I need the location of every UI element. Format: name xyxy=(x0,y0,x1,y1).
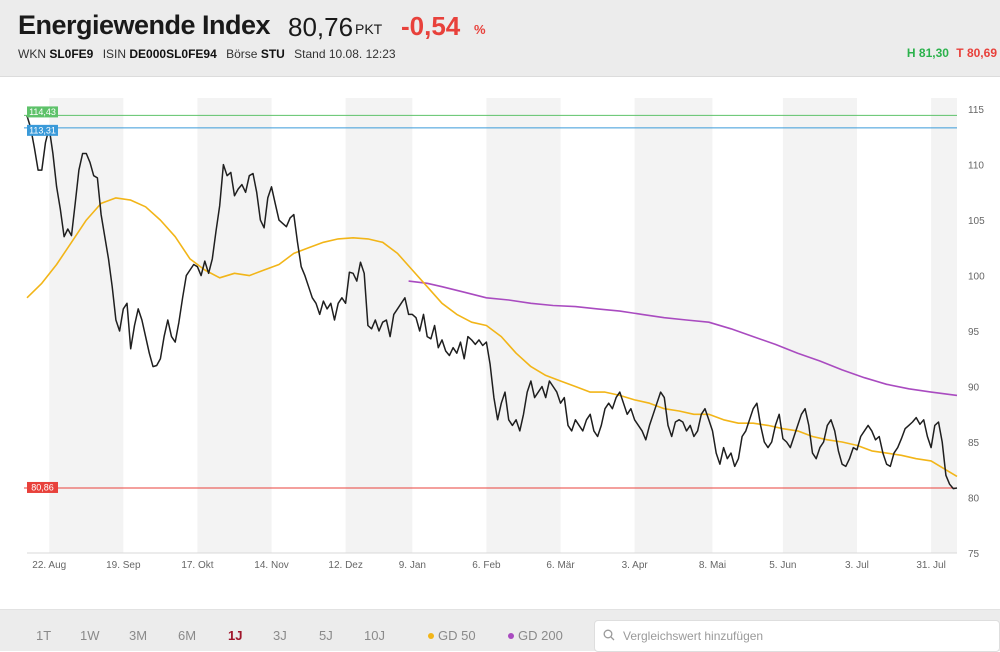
exchange-label: Börse xyxy=(226,47,258,61)
chart-header: Energiewende Index 80,76 PKT -0,54 % WKN… xyxy=(0,0,1000,77)
grid-band xyxy=(931,98,957,553)
timestamp: Stand 10.08. 12:23 xyxy=(294,47,396,61)
range-10j[interactable]: 10J xyxy=(364,628,385,643)
day-low: T 80,69 xyxy=(956,46,997,60)
y-tick-label: 80 xyxy=(968,494,980,505)
price-chart[interactable]: 75 80 85 90 95 100 105 110 115 22. Aug 19. Sep 17. … xyxy=(0,76,1000,609)
gd200-label: GD 200 xyxy=(518,628,563,643)
security-meta: WKN SL0FE9 ISIN DE000SL0FE94 Börse STU S… xyxy=(18,47,396,61)
isin-label: ISIN xyxy=(102,47,127,61)
range-1j[interactable]: 1J xyxy=(228,628,243,643)
page-title: Energiewende Index xyxy=(18,10,271,40)
series-price-line xyxy=(26,115,958,490)
reference-badge xyxy=(27,481,58,493)
gd50-label: GD 50 xyxy=(438,628,476,643)
x-tick-label: 3. Apr xyxy=(622,560,649,571)
grid-band xyxy=(782,98,857,553)
y-tick-label: 110 xyxy=(968,161,984,172)
price-change: -0,54 xyxy=(401,11,461,41)
range-1w[interactable]: 1W xyxy=(80,628,100,643)
gd200-dot-icon xyxy=(508,632,514,639)
range-5j[interactable]: 5J xyxy=(319,628,333,643)
price-change-unit: % xyxy=(474,22,486,37)
x-tick-label: 5. Jun xyxy=(769,560,796,571)
day-range: H 81,30 T 80,69 xyxy=(907,46,997,60)
x-tick-label: 9. Jan xyxy=(399,560,426,571)
x-tick-label: 3. Jul xyxy=(845,560,869,571)
gd50-dot-icon xyxy=(428,632,434,639)
grid-band xyxy=(486,98,561,553)
y-tick-label: 90 xyxy=(968,383,980,394)
reference-label: 114,43 xyxy=(29,107,56,117)
compare-search[interactable] xyxy=(594,620,1000,652)
reference-label: 113,31 xyxy=(29,125,56,135)
grid-band xyxy=(345,98,413,553)
x-tick-label: 6. Feb xyxy=(472,560,501,571)
y-tick-label: 75 xyxy=(968,549,980,560)
reference-badge xyxy=(27,124,58,136)
x-tick-label: 8. Mai xyxy=(699,560,726,571)
x-tick-label: 12. Dez xyxy=(328,560,362,571)
grid-band xyxy=(634,98,713,553)
y-tick-label: 85 xyxy=(968,438,980,449)
compare-search-input[interactable] xyxy=(621,621,995,651)
grid-band xyxy=(197,98,272,553)
range-1t[interactable]: 1T xyxy=(36,628,52,643)
reference-label: 80,86 xyxy=(31,482,54,492)
exchange-value: STU xyxy=(260,47,285,61)
range-3m[interactable]: 3M xyxy=(129,628,148,643)
current-price: 80,76 xyxy=(288,12,354,42)
wkn-value: SL0FE9 xyxy=(49,47,94,61)
series-gd50-line xyxy=(26,197,958,478)
chart-controls: 1T 1W 3M 6M 1J 3J 5J 10J GD 50 GD 200 xyxy=(0,609,1000,652)
y-tick-label: 105 xyxy=(968,216,985,227)
x-tick-label: 6. Mär xyxy=(546,560,575,571)
toggle-gd200[interactable]: GD 200 xyxy=(508,628,563,643)
y-tick-label: 100 xyxy=(968,272,985,283)
x-tick-label: 19. Sep xyxy=(106,560,141,571)
search-icon xyxy=(603,629,615,641)
wkn-label: WKN xyxy=(18,47,46,61)
x-tick-label: 17. Okt xyxy=(181,560,213,571)
y-tick-label: 95 xyxy=(968,327,980,338)
range-3j[interactable]: 3J xyxy=(273,628,287,643)
reference-badge xyxy=(27,106,58,118)
grid-band xyxy=(49,98,124,553)
range-6m[interactable]: 6M xyxy=(178,628,197,643)
isin-value: DE000SL0FE94 xyxy=(129,47,217,61)
day-high: H 81,30 xyxy=(906,46,949,60)
x-tick-label: 14. Nov xyxy=(254,560,288,571)
series-gd200-line xyxy=(408,280,958,397)
x-tick-label: 22. Aug xyxy=(32,560,66,571)
x-tick-label: 31. Jul xyxy=(916,560,945,571)
y-tick-label: 115 xyxy=(968,105,984,116)
price-unit: PKT xyxy=(355,21,383,37)
toggle-gd50[interactable]: GD 50 xyxy=(428,628,476,643)
